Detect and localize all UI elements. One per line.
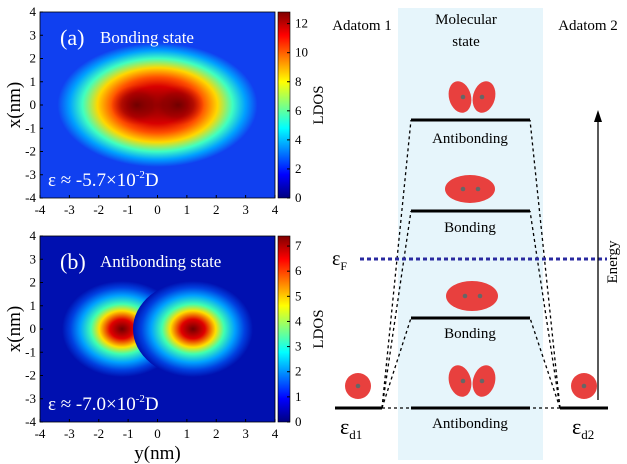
y-tick-label: -2 bbox=[25, 368, 36, 383]
x-tick-label: -4 bbox=[35, 426, 46, 441]
x-tick-label: 2 bbox=[213, 202, 220, 217]
y-tick-label: 4 bbox=[30, 4, 37, 19]
colorbar-tick-label: 3 bbox=[295, 339, 302, 354]
x-tick-label: 2 bbox=[213, 426, 220, 441]
y-tick-label: 3 bbox=[30, 27, 37, 42]
nuclei bbox=[355, 94, 587, 389]
x-tick-label: 1 bbox=[184, 202, 191, 217]
level-label: Bonding bbox=[444, 326, 496, 342]
y-tick-label: 0 bbox=[30, 97, 37, 112]
x-axis-label: y(nm) bbox=[134, 443, 180, 464]
diagram: Adatom 1 Molecular state Adatom 2 Energy… bbox=[332, 8, 621, 460]
x-tick-label: -2 bbox=[93, 202, 104, 217]
x-tick-label: 0 bbox=[154, 202, 161, 217]
ed1-symbol: εd1 bbox=[340, 414, 362, 442]
y-tick-label: -1 bbox=[25, 120, 36, 135]
energy-text: ε ≈ -5.7×10 bbox=[48, 170, 136, 191]
energy-annotation: ε ≈ -5.7×10-2D bbox=[48, 169, 159, 191]
y-tick-label: 2 bbox=[30, 51, 37, 66]
y-tick-label: 1 bbox=[30, 298, 37, 313]
colorbar bbox=[277, 11, 291, 199]
colorbar-tick-label: 4 bbox=[295, 313, 302, 328]
level-label: Antibonding bbox=[432, 416, 508, 432]
panel-label: (a) bbox=[60, 25, 84, 50]
adatom-2: Adatom 2 bbox=[558, 18, 618, 34]
molecular-header: state bbox=[452, 34, 480, 50]
colorbar-tick-label: 12 bbox=[295, 16, 308, 31]
x-tick-label: -4 bbox=[35, 202, 46, 217]
panel-title: Bonding state bbox=[100, 28, 194, 47]
y-tick-label: -2 bbox=[25, 144, 36, 159]
adatom-1: Adatom 1 bbox=[332, 18, 392, 34]
colorbar-tick-label: 8 bbox=[295, 74, 302, 89]
ed2-symbol: εd2 bbox=[572, 414, 594, 442]
x-tick-label: 4 bbox=[272, 426, 279, 441]
y-tick-label: 4 bbox=[30, 228, 37, 243]
colorbar-tick-label: 2 bbox=[295, 364, 302, 379]
y-tick-label: 3 bbox=[30, 251, 37, 266]
energy-exponent: -2 bbox=[136, 169, 145, 181]
level-label: Bonding bbox=[444, 220, 496, 236]
colorbar-tick-label: 4 bbox=[295, 132, 302, 147]
y-axis-label: x(nm) bbox=[4, 82, 25, 128]
connectors bbox=[381, 119, 561, 409]
energy-annotation: ε ≈ -7.0×10-2D bbox=[48, 393, 159, 415]
colorbar bbox=[277, 235, 291, 423]
plot-frame bbox=[39, 235, 276, 423]
x-tick-label: -3 bbox=[64, 202, 75, 217]
heatmaps: -4 -3 -2 -1 0 1 2 3 4-4-3-2-101234024681012LDOSx… bbox=[4, 4, 327, 464]
energy-label: Energy bbox=[605, 240, 621, 284]
fermi-symbol: εF bbox=[332, 248, 347, 273]
colorbar-tick-label: 6 bbox=[295, 263, 302, 278]
colorbar-tick-label: 5 bbox=[295, 288, 302, 303]
levels bbox=[335, 118, 608, 410]
y-tick-label: -3 bbox=[25, 167, 36, 182]
x-tick-label: -1 bbox=[123, 426, 134, 441]
molecular-header: Molecular bbox=[435, 12, 497, 28]
y-tick-label: -4 bbox=[25, 190, 36, 205]
panel-title: Antibonding state bbox=[100, 252, 221, 271]
y-tick-label: -1 bbox=[25, 344, 36, 359]
level-label: Antibonding bbox=[432, 131, 508, 147]
energy-unit: D bbox=[145, 170, 159, 191]
colorbar-label: LDOS bbox=[311, 85, 327, 124]
colorbar-tick-label: 0 bbox=[295, 414, 302, 429]
y-tick-label: -3 bbox=[25, 391, 36, 406]
energy-unit: D bbox=[145, 394, 159, 415]
x-tick-label: 3 bbox=[242, 426, 249, 441]
colorbar-tick-label: 6 bbox=[295, 103, 302, 118]
x-tick-label: 4 bbox=[272, 202, 279, 217]
heatmap-b bbox=[40, 236, 275, 422]
x-tick-label: -3 bbox=[64, 426, 75, 441]
x-tick-label: 0 bbox=[154, 426, 161, 441]
plot-frame bbox=[39, 11, 276, 199]
x-tick-label: 1 bbox=[184, 426, 191, 441]
colorbar-tick-label: 10 bbox=[295, 45, 308, 60]
colorbar-tick-label: 7 bbox=[295, 238, 302, 253]
x-tick-label: -2 bbox=[93, 426, 104, 441]
arrow-head bbox=[594, 110, 602, 122]
colorbar-label: LDOS bbox=[311, 309, 327, 348]
y-axis-label: x(nm) bbox=[4, 306, 25, 352]
y-tick-label: 0 bbox=[30, 321, 37, 336]
y-tick-label: 1 bbox=[30, 74, 37, 89]
energy-text: ε ≈ -7.0×10 bbox=[48, 394, 136, 415]
x-tick-label: -1 bbox=[123, 202, 134, 217]
energy-exponent: -2 bbox=[136, 393, 145, 405]
y-tick-label: -4 bbox=[25, 414, 36, 429]
colorbar-tick-label: 0 bbox=[295, 190, 302, 205]
x-tick-label: 3 bbox=[242, 202, 249, 217]
y-tick-label: 2 bbox=[30, 275, 37, 290]
colorbar-tick-label: 1 bbox=[295, 389, 302, 404]
panel-label: (b) bbox=[60, 249, 86, 274]
colorbar-tick-label: 2 bbox=[295, 161, 302, 176]
heatmap-a bbox=[40, 12, 275, 198]
